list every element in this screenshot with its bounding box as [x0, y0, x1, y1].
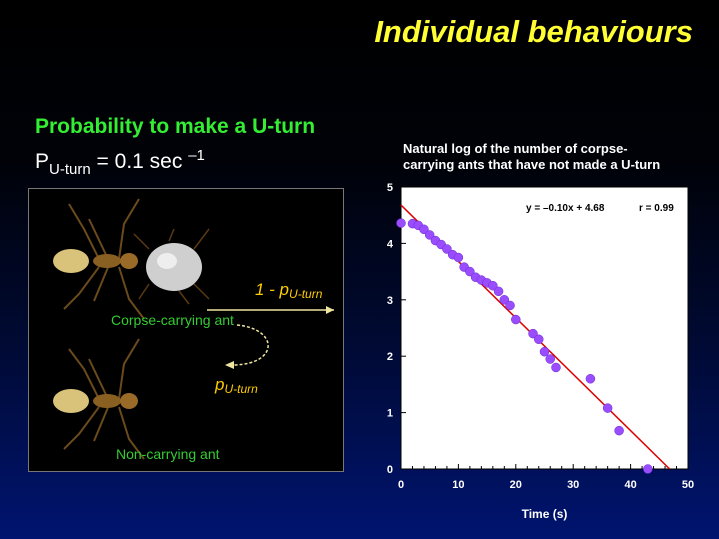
data-point [499, 295, 510, 305]
data-point [539, 346, 550, 357]
data-point [419, 224, 429, 235]
y-tick-label: 5 [387, 182, 393, 194]
ant-legs-bottom [63, 338, 145, 460]
data-point [643, 464, 653, 474]
scatter-chart: 0 10 20 30 40 50 0 1 2 3 4 5 y = –0.10x + 4.68 r = … [370, 180, 710, 525]
y-tick-label: 2 [387, 351, 393, 363]
label-continue: 1 - pU-turn [255, 280, 323, 301]
slide-title: Individual behaviours [374, 14, 693, 49]
ant-thorax-bottom [93, 394, 121, 408]
formula-p: P [35, 150, 50, 173]
data-point [493, 286, 504, 297]
data-point [465, 266, 475, 277]
x-tick-label: 50 [682, 479, 694, 491]
y-tick-label: 1 [387, 408, 393, 420]
ant-abdomen-bottom [53, 389, 89, 413]
ant-abdomen-top [53, 249, 89, 273]
formula-subscript: U-turn [49, 161, 91, 178]
chart-title: Natural log of the number of corpse-carr… [403, 141, 660, 173]
data-point [551, 362, 561, 373]
data-point [511, 314, 521, 325]
data-point [614, 425, 624, 436]
data-point [442, 244, 452, 254]
ant-thorax-top [93, 254, 121, 268]
data-point [488, 280, 498, 291]
corpse-icon [133, 228, 210, 305]
data-point [528, 328, 538, 339]
ant-head-bottom [120, 393, 138, 409]
ant-legs-top [63, 198, 145, 320]
uturn-formula: PU-turn = 0.1 sec –1 [35, 147, 205, 178]
uturn-arrowhead [225, 361, 234, 369]
ant-head-top [120, 253, 138, 269]
data-point [505, 300, 515, 311]
label-corpse-carrying: Corpse-carrying ant [111, 312, 234, 328]
fit-equation-label: y = –0.10x + 4.68 [526, 203, 605, 214]
x-tick-label: 0 [398, 479, 404, 491]
formula-rest: = 0.1 sec [90, 150, 189, 173]
label-non-carrying: Non-carrying ant [116, 446, 220, 462]
chart-svg: 0 10 20 30 40 50 0 1 2 3 4 5 y = –0.10x + 4.68 r = … [387, 182, 694, 521]
ant-illustration: 1 - pU-turn Corpse-carrying ant pU-turn … [28, 188, 344, 472]
uturn-arrow [233, 324, 269, 366]
x-tick-label: 40 [624, 479, 636, 491]
x-tick-label: 30 [567, 479, 579, 491]
data-point [585, 374, 596, 384]
ant-diagram: 1 - pU-turn Corpse-carrying ant pU-turn … [53, 198, 334, 462]
y-tick-label: 4 [387, 238, 394, 250]
axis-ticks: 0 10 20 30 40 50 0 1 2 3 4 5 [387, 182, 694, 491]
label-uturn: pU-turn [214, 375, 258, 396]
chart-title-line2: carrying ants that have not made a U-tur… [403, 157, 661, 172]
data-point [396, 218, 406, 228]
plot-area [400, 186, 689, 470]
data-point [534, 334, 544, 345]
chart-title-line1: Natural log of the number of corpse- [403, 141, 628, 156]
data-point [545, 354, 555, 364]
data-point [424, 230, 435, 240]
y-tick-label: 3 [387, 295, 393, 307]
slide-subtitle: Probability to make a U-turn [35, 115, 316, 138]
data-points [396, 218, 653, 474]
forward-arrowhead [326, 306, 334, 314]
data-point [602, 403, 613, 413]
x-axis-label: Time (s) [522, 507, 568, 521]
y-tick-label: 0 [387, 464, 393, 476]
fit-r-label: r = 0.99 [639, 203, 674, 214]
x-tick-label: 10 [452, 479, 464, 491]
formula-superscript: –1 [188, 147, 205, 164]
x-tick-label: 20 [510, 479, 522, 491]
data-point [453, 252, 464, 263]
